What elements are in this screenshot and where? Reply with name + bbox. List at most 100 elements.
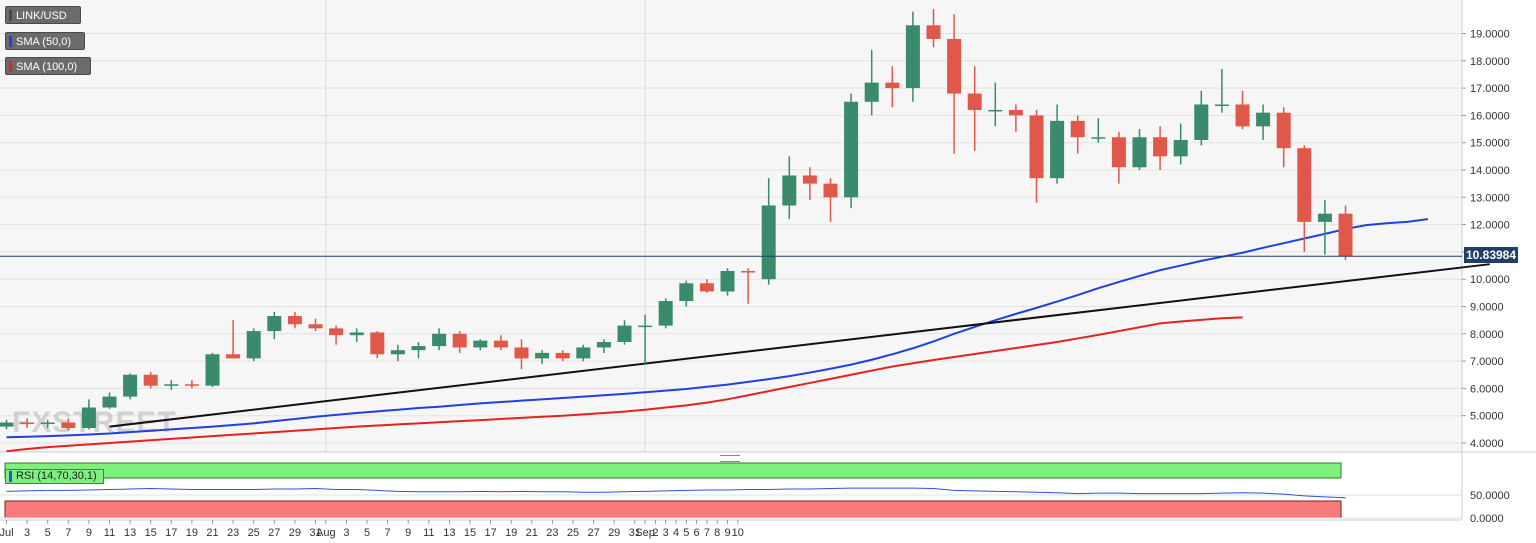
price-tick-label: 10.0000 (1470, 274, 1510, 286)
candle[interactable] (1029, 109, 1044, 203)
candle[interactable] (0, 419, 14, 430)
time-tick-label: 2 (652, 527, 658, 539)
time-tick-label: 23 (227, 527, 239, 539)
legend-sma50[interactable]: SMA (50,0) (5, 32, 85, 50)
candle[interactable] (844, 93, 859, 209)
candle-body (885, 82, 900, 89)
candle[interactable] (81, 399, 96, 430)
candle[interactable] (452, 331, 467, 353)
candle[interactable] (411, 341, 426, 359)
candle[interactable] (1173, 123, 1188, 165)
rsi-gridlines (0, 494, 1462, 519)
candle[interactable] (679, 280, 694, 307)
candle-body (349, 332, 364, 336)
candle[interactable] (1050, 104, 1065, 184)
candle-body (926, 25, 941, 39)
candle-body (102, 396, 117, 408)
time-tick-label: 9 (405, 527, 411, 539)
candle[interactable] (1297, 145, 1312, 252)
sma100-line (6, 316, 1243, 453)
candle[interactable] (1214, 68, 1229, 113)
candle-body (741, 271, 756, 273)
candle[interactable] (617, 320, 632, 345)
candle[interactable] (967, 66, 982, 151)
legend-sma100-label: SMA (100,0) (16, 61, 78, 73)
candle[interactable] (308, 318, 323, 332)
legend-sma50-label: SMA (50,0) (16, 36, 72, 48)
candle-body (699, 283, 714, 292)
candle[interactable] (205, 352, 220, 388)
candle[interactable] (370, 331, 385, 359)
candle[interactable] (1111, 131, 1126, 184)
candle[interactable] (1091, 118, 1106, 143)
candle[interactable] (1256, 104, 1271, 140)
candle[interactable] (761, 178, 776, 285)
candle[interactable] (947, 14, 962, 154)
candle[interactable] (143, 372, 158, 389)
candle[interactable] (1153, 126, 1168, 170)
candle[interactable] (741, 268, 756, 304)
rsi-line (6, 487, 1346, 499)
candle[interactable] (329, 325, 344, 345)
time-tick-label: 31 (629, 527, 641, 539)
candle[interactable] (1338, 205, 1353, 261)
candle[interactable] (720, 268, 735, 296)
candle[interactable] (1317, 200, 1332, 255)
candle[interactable] (823, 178, 838, 222)
candle[interactable] (988, 82, 1003, 127)
candle-body (823, 183, 838, 198)
candle[interactable] (514, 339, 529, 370)
candle[interactable] (102, 392, 117, 409)
candle[interactable] (1194, 90, 1209, 146)
time-tick-label: 10 (732, 527, 744, 539)
candle[interactable] (782, 156, 797, 220)
candle[interactable] (349, 328, 364, 342)
candle-body (0, 422, 14, 427)
candle[interactable] (246, 328, 261, 362)
candle[interactable] (926, 8, 941, 48)
candle[interactable] (535, 350, 550, 364)
candle[interactable] (555, 350, 570, 362)
candle[interactable] (287, 311, 302, 329)
candle[interactable] (699, 279, 714, 293)
time-tick-label: 17 (165, 527, 177, 539)
legend-rsi[interactable]: RSI (14,70,30,1) (5, 469, 104, 484)
panel-resize-handle[interactable] (720, 455, 740, 462)
time-tick-label: 29 (608, 527, 620, 539)
candle[interactable] (905, 11, 920, 102)
legend-sma100[interactable]: SMA (100,0) (5, 57, 91, 75)
candle[interactable] (576, 344, 591, 362)
candle[interactable] (885, 66, 900, 108)
candle[interactable] (1070, 115, 1085, 154)
candle[interactable] (226, 320, 241, 359)
candle[interactable] (123, 373, 138, 400)
candle[interactable] (658, 298, 673, 329)
candle[interactable] (493, 335, 508, 351)
candle[interactable] (1235, 90, 1250, 130)
candle[interactable] (596, 339, 611, 353)
candle[interactable] (638, 314, 653, 364)
candle-body (411, 346, 426, 351)
candle[interactable] (61, 418, 76, 431)
candle[interactable] (164, 380, 179, 390)
candle[interactable] (1132, 129, 1147, 170)
candle[interactable] (267, 311, 282, 340)
price-tick-label: 19.0000 (1470, 29, 1510, 41)
legend-pair-swatch (9, 10, 12, 21)
candle[interactable] (1276, 107, 1291, 168)
candle[interactable] (20, 418, 35, 428)
candle-body (1111, 137, 1126, 168)
candle[interactable] (1008, 104, 1023, 132)
candle[interactable] (864, 49, 879, 116)
candle[interactable] (473, 339, 488, 351)
candle[interactable] (802, 167, 817, 201)
candle[interactable] (40, 419, 55, 428)
legend-pair[interactable]: LINK/USD (5, 6, 81, 24)
time-tick-label: 25 (248, 527, 260, 539)
candle[interactable] (432, 328, 447, 351)
candle[interactable] (390, 344, 405, 362)
candle-body (1338, 213, 1353, 257)
candle[interactable] (184, 380, 199, 389)
rsi-series (6, 487, 1346, 499)
